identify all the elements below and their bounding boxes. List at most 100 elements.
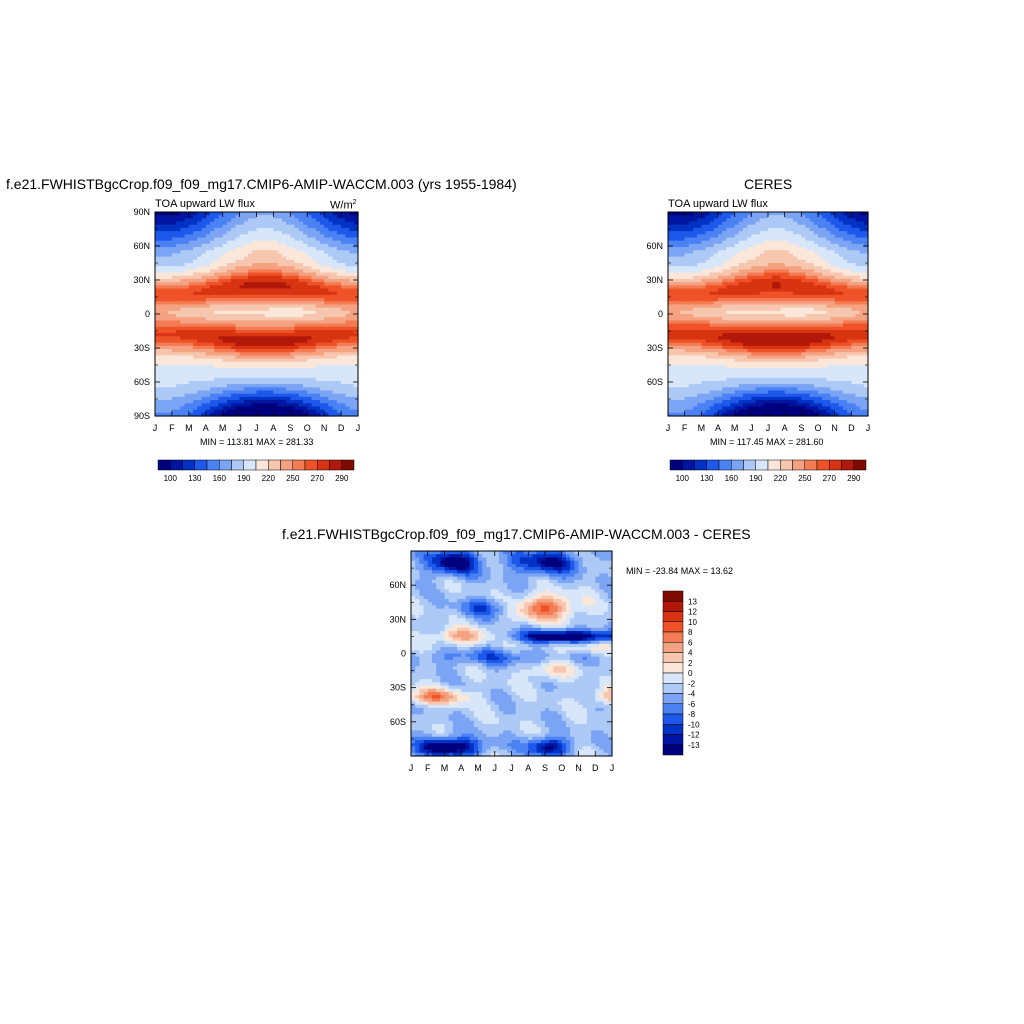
heatmap-cell xyxy=(239,259,245,264)
heatmap-cell xyxy=(772,263,777,267)
heatmap-cell xyxy=(209,243,215,248)
heatmap-cell xyxy=(751,237,757,242)
heatmap-cell xyxy=(353,218,359,223)
heatmap-cell xyxy=(260,400,266,404)
heatmap-cell xyxy=(214,390,220,395)
heatmap-cell xyxy=(328,269,334,274)
heatmap-cell xyxy=(231,368,236,372)
heatmap-cell xyxy=(201,409,207,414)
heatmap-cell xyxy=(315,227,321,232)
heatmap-cell xyxy=(776,304,782,309)
heatmap-cell xyxy=(859,227,865,232)
heatmap-cell xyxy=(693,314,698,318)
heatmap-cell xyxy=(747,310,752,315)
heatmap-cell xyxy=(167,317,173,321)
heatmap-cell xyxy=(319,310,325,315)
heatmap-cell xyxy=(226,218,232,223)
heatmap-cell xyxy=(788,301,794,306)
heatmap-cell xyxy=(341,396,346,401)
heatmap-cell xyxy=(768,329,773,334)
heatmap-cell xyxy=(319,384,325,388)
heatmap-cell xyxy=(260,403,266,408)
heatmap-cell xyxy=(818,288,823,293)
heatmap-cell xyxy=(336,291,342,296)
heatmap-cell xyxy=(273,412,279,417)
heatmap-cell xyxy=(676,278,682,283)
heatmap-cell xyxy=(688,231,694,235)
heatmap-cell xyxy=(797,256,802,261)
heatmap-cell xyxy=(830,247,836,251)
heatmap-cell xyxy=(672,253,677,258)
heatmap-cell xyxy=(826,215,832,219)
heatmap-cell xyxy=(167,240,173,245)
heatmap-cell xyxy=(672,250,677,255)
heatmap-cell xyxy=(188,298,194,302)
heatmap-cell xyxy=(171,377,177,382)
heatmap-cell xyxy=(222,212,228,216)
heatmap-cell xyxy=(222,390,228,395)
heatmap-cell xyxy=(847,288,852,293)
heatmap-cell xyxy=(726,326,732,331)
heatmap-cell xyxy=(349,259,355,264)
heatmap-cell xyxy=(813,227,819,232)
heatmap-cell xyxy=(784,317,790,321)
heatmap-cell xyxy=(763,272,769,277)
heatmap-cell xyxy=(718,231,723,235)
heatmap-cell xyxy=(328,349,334,353)
heatmap-cell xyxy=(155,221,160,226)
heatmap-cell xyxy=(235,215,241,219)
heatmap-cell xyxy=(159,224,165,229)
heatmap-cell xyxy=(248,355,253,360)
heatmap-cell xyxy=(759,298,765,302)
heatmap-cell xyxy=(222,371,228,376)
heatmap-cell xyxy=(231,326,236,331)
heatmap-cell xyxy=(718,253,723,258)
heatmap-cell xyxy=(697,282,702,286)
heatmap-cell xyxy=(167,231,173,235)
heatmap-cell xyxy=(680,304,686,309)
heatmap-cell xyxy=(167,361,173,366)
heatmap-cell xyxy=(201,231,207,235)
heatmap-cell xyxy=(693,247,698,251)
heatmap-cell xyxy=(184,291,190,296)
heatmap-cell xyxy=(705,231,711,235)
heatmap-cell xyxy=(171,298,177,302)
heatmap-cell xyxy=(319,326,325,331)
heatmap-cell xyxy=(847,329,852,334)
heatmap-cell xyxy=(159,361,165,366)
heatmap-cell xyxy=(205,317,211,321)
heatmap-cell xyxy=(693,326,698,331)
heatmap-cell xyxy=(273,310,279,315)
heatmap-cell xyxy=(180,345,186,350)
heatmap-cell xyxy=(315,355,321,360)
heatmap-cell xyxy=(167,212,173,216)
heatmap-cell xyxy=(830,310,836,315)
heatmap-cell xyxy=(264,247,270,251)
heatmap-cell xyxy=(252,291,258,296)
heatmap-cell xyxy=(205,387,211,392)
heatmap-cell xyxy=(235,266,241,270)
heatmap-cell xyxy=(726,307,732,312)
heatmap-cell xyxy=(734,266,740,270)
y-tick-label: 30N xyxy=(133,275,150,285)
heatmap-cell xyxy=(680,288,686,293)
heatmap-cell xyxy=(243,393,249,398)
heatmap-cell xyxy=(759,243,765,248)
heatmap-cell xyxy=(328,215,334,219)
heatmap-cell xyxy=(701,291,707,296)
heatmap-cell xyxy=(324,342,329,347)
heatmap-cell xyxy=(171,406,177,411)
heatmap-cell xyxy=(226,256,232,261)
heatmap-cell xyxy=(222,234,228,239)
heatmap-cell xyxy=(780,291,786,296)
heatmap-cell xyxy=(349,301,355,306)
heatmap-cell xyxy=(307,221,313,226)
heatmap-cell xyxy=(818,227,823,232)
heatmap-cell xyxy=(751,326,757,331)
heatmap-cell xyxy=(319,269,325,274)
heatmap-cell xyxy=(163,352,169,357)
heatmap-cell xyxy=(311,342,317,347)
heatmap-cell xyxy=(676,285,682,290)
heatmap-cell xyxy=(813,291,819,296)
